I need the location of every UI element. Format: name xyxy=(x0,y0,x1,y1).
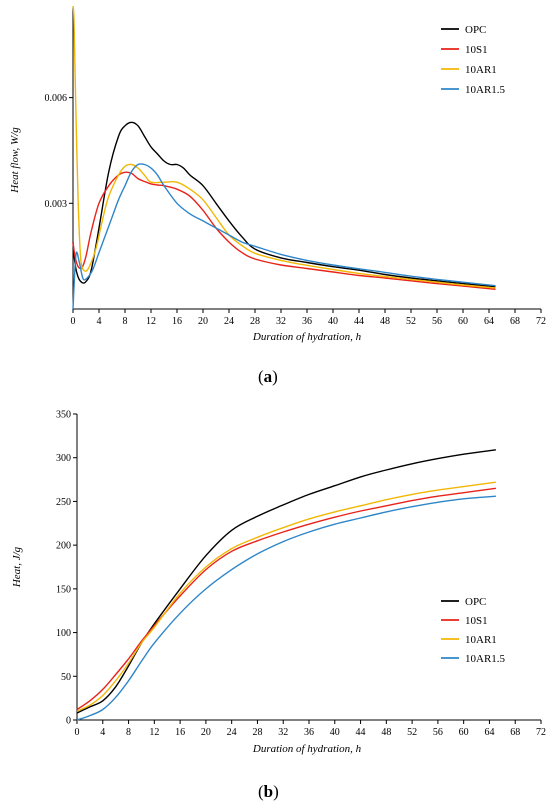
chart-a-x-tick-label: 44 xyxy=(354,316,364,327)
chart-a-x-tick-label: 64 xyxy=(484,316,494,327)
chart-a-x-tick-label: 48 xyxy=(380,316,390,327)
chart-b-x-tick-label: 48 xyxy=(381,727,391,738)
chart-a-x-tick-label: 24 xyxy=(224,316,234,327)
chart-b-legend-label: 10AR1 xyxy=(465,634,497,646)
chart-heat-flow: 0 4 8 12 16 20 24 28 32 36 40 44 48 52 56 60 64 68 72 0.00… xyxy=(9,5,546,343)
chart-a-x-tick-label: 4 xyxy=(97,316,102,327)
chart-b-x-tick-label: 32 xyxy=(278,727,288,738)
chart-a-series-opc xyxy=(72,121,496,288)
chart-a-legend-label: 10S1 xyxy=(465,44,488,56)
chart-b-x-tick-label: 36 xyxy=(304,727,314,738)
chart-b-legend: OPC 10S1 10AR1 10AR1.5 xyxy=(441,596,506,665)
chart-b-x-tick-label: 56 xyxy=(433,727,443,738)
chart-a-x-tick-label: 16 xyxy=(172,316,182,327)
chart-b-legend-label: 10S1 xyxy=(465,615,488,627)
panel-label-b: (b) xyxy=(258,782,279,801)
chart-b-x-tick-label: 4 xyxy=(100,727,105,738)
chart-b-series-10ar1 xyxy=(76,481,496,712)
chart-a-x-tick-label: 56 xyxy=(432,316,442,327)
chart-b-series-10ar1-5 xyxy=(76,495,496,721)
chart-b-legend-label: OPC xyxy=(465,596,486,608)
chart-b-legend-label: 10AR1.5 xyxy=(465,653,506,665)
chart-b-x-tick-label: 24 xyxy=(227,727,237,738)
chart-b-y-tick-label: 300 xyxy=(56,453,71,464)
chart-a-x-tick-label: 20 xyxy=(198,316,208,327)
chart-b-x-tick-label: 8 xyxy=(126,727,131,738)
chart-b-x-tick-label: 16 xyxy=(175,727,185,738)
chart-b-y-tick-label: 200 xyxy=(56,541,71,552)
chart-a-x-axis-label: Duration of hydration, h xyxy=(252,331,362,343)
chart-a-x-tick-label: 68 xyxy=(510,316,520,327)
chart-a-y-tick-label: 0.006 xyxy=(45,93,68,104)
chart-b-x-tick-label: 0 xyxy=(75,727,80,738)
chart-a-x-tick-label: 36 xyxy=(302,316,312,327)
chart-b-y-tick-label: 150 xyxy=(56,584,71,595)
chart-b-y-tick-label: 100 xyxy=(56,628,71,639)
chart-a-legend-label: 10AR1.5 xyxy=(465,84,506,96)
chart-a-x-tick-label: 72 xyxy=(536,316,546,327)
chart-b-y-tick-label: 250 xyxy=(56,497,71,508)
chart-a-legend-label: 10AR1 xyxy=(465,64,497,76)
chart-b-y-tick-label: 50 xyxy=(61,672,71,683)
chart-a-x-tick-label: 0 xyxy=(71,316,76,327)
chart-a-x-tick-label: 12 xyxy=(146,316,156,327)
chart-b-y-tick-label: 0 xyxy=(66,716,71,727)
chart-b-x-tick-label: 72 xyxy=(536,727,546,738)
chart-a-series-10ar1-5 xyxy=(72,163,496,310)
chart-b-x-tick-label: 40 xyxy=(330,727,340,738)
chart-a-x-tick-label: 40 xyxy=(328,316,338,327)
chart-b-x-tick-label: 52 xyxy=(407,727,417,738)
chart-a-x-tick-label: 32 xyxy=(276,316,286,327)
chart-a-x-tick-label: 60 xyxy=(458,316,468,327)
chart-b-series-opc xyxy=(76,449,497,714)
chart-cumulative-heat: 0 4 8 12 16 20 24 28 32 36 40 44 48 52 56 60 64 68 72 0501… xyxy=(11,410,546,756)
panel-label-a: (a) xyxy=(258,367,278,386)
chart-a-x-tick-label: 28 xyxy=(250,316,260,327)
chart-b-y-tick-label: 350 xyxy=(56,410,71,421)
chart-b-y-axis-label: Heat, J/g xyxy=(11,546,23,588)
chart-a-series-10s1 xyxy=(72,171,496,290)
chart-a-legend: OPC 10S1 10AR1 10AR1.5 xyxy=(441,24,506,96)
chart-a-y-tick-label: 0.003 xyxy=(45,199,68,210)
chart-a-x-tick-label: 8 xyxy=(123,316,128,327)
chart-b-x-tick-label: 28 xyxy=(252,727,262,738)
chart-a-y-axis-label: Heat flow, W/g xyxy=(9,127,21,194)
chart-b-x-tick-label: 44 xyxy=(356,727,366,738)
chart-b-x-tick-label: 60 xyxy=(459,727,469,738)
chart-b-x-tick-label: 68 xyxy=(510,727,520,738)
chart-b-series-10s1 xyxy=(76,487,496,711)
chart-b-x-tick-label: 12 xyxy=(149,727,159,738)
chart-a-x-tick-label: 52 xyxy=(406,316,416,327)
chart-b-x-tick-label: 20 xyxy=(201,727,211,738)
chart-b-x-tick-label: 64 xyxy=(484,727,494,738)
chart-a-legend-label: OPC xyxy=(465,24,486,36)
chart-b-x-axis-label: Duration of hydration, h xyxy=(252,743,362,755)
chart-a-series-10ar1 xyxy=(72,5,496,289)
